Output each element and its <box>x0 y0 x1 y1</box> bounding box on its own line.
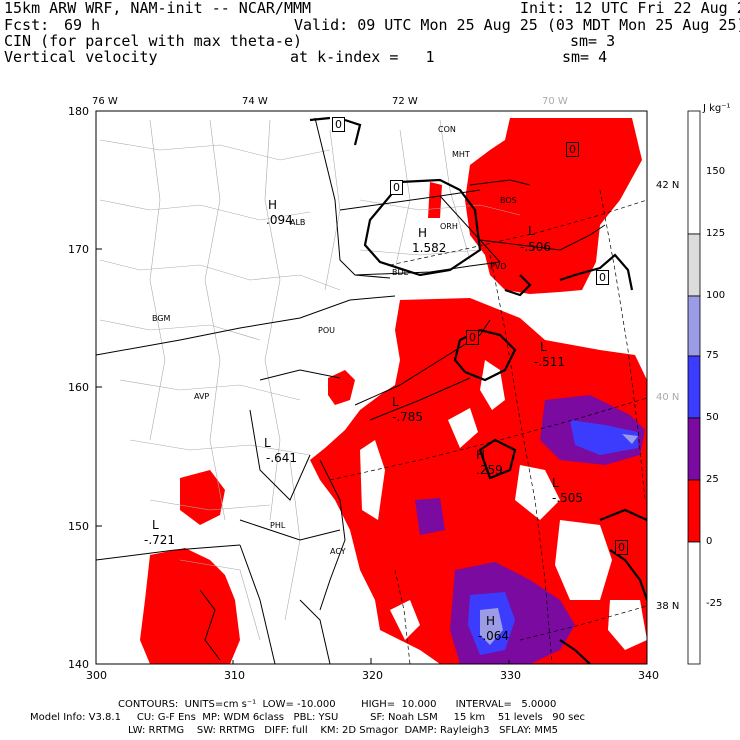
extreme-kind: H <box>268 198 278 212</box>
axis-ticks <box>95 110 648 665</box>
colorbar-swatch-top <box>687 110 701 235</box>
colorbar-level-50: 50 <box>706 412 719 423</box>
station-label: POU <box>318 326 335 335</box>
colorbar-unit: J kg⁻¹ <box>703 103 731 114</box>
colorbar-level-150: 150 <box>706 166 726 177</box>
extreme-value: -.064 <box>478 629 510 643</box>
extreme-value: -.721 <box>144 533 176 547</box>
x-tick-300: 300 <box>86 669 107 682</box>
colorbar-swatch-75 <box>687 355 701 419</box>
footer-model-info-2: LW: RRTMG SW: RRTMG DIFF: full KM: 2D Sm… <box>128 725 558 736</box>
latlon-grid <box>329 189 647 664</box>
station-label: AVP <box>194 392 210 401</box>
station-label: ACY <box>330 547 346 556</box>
y-tick-140: 140 <box>68 658 89 671</box>
colorbar-swatch-125 <box>687 233 701 297</box>
model-title: 15km ARW WRF, NAM-init -- NCAR/MMM <box>4 0 312 17</box>
y-tick-150: 150 <box>68 520 89 533</box>
field2-smoothing: sm= 4 <box>562 48 608 66</box>
lat-label-42n: 42 N <box>656 180 680 191</box>
y-tick-180: 180 <box>68 105 89 118</box>
footer-contours: CONTOURS: UNITS=cm s⁻¹ LOW= -10.000 HIGH… <box>118 699 557 710</box>
lon-label-74w: 74 W <box>242 96 268 107</box>
lat-label-40n: 40 N <box>656 392 680 403</box>
lon-label-76w: 76 W <box>92 96 118 107</box>
station-label: PVD <box>490 262 507 271</box>
county-boundaries <box>99 119 521 641</box>
station-label: BDL <box>392 268 409 277</box>
extreme-kind: H <box>486 614 496 628</box>
x-tick-310: 310 <box>224 669 245 682</box>
forecast-hour-value: 69 h <box>64 16 101 34</box>
colorbar-level-25: 25 <box>706 474 719 485</box>
field2-name: Vertical velocity <box>4 48 158 66</box>
station-label: CON <box>438 125 456 134</box>
contour-zero-label: 0 <box>566 142 579 157</box>
state-boundaries <box>96 117 606 664</box>
footer-model-info-1: Model Info: V3.8.1 CU: G-F Ens MP: WDM 6… <box>30 712 586 723</box>
cin-white-holes <box>360 360 647 650</box>
colorbar-level-100: 100 <box>706 290 726 301</box>
lat-label-38n: 38 N <box>656 601 680 612</box>
contour-zero-label: 0 <box>390 180 403 195</box>
y-tick-160: 160 <box>68 381 89 394</box>
extreme-kind: L <box>528 224 535 238</box>
colorbar-level-0: 0 <box>706 536 713 547</box>
extreme-kind: L <box>540 340 547 354</box>
extreme-value: -.785 <box>392 410 424 424</box>
x-tick-330: 330 <box>500 669 521 682</box>
init-time: Init: 12 UTC Fri 22 Aug 25 <box>520 0 740 17</box>
colorbar-swatch-25 <box>687 479 701 543</box>
lon-label-70w: 70 W <box>542 96 568 107</box>
y-tick-170: 170 <box>68 243 89 256</box>
vertical-velocity-contours <box>309 116 647 664</box>
lon-label-72w: 72 W <box>392 96 418 107</box>
extreme-kind: L <box>264 436 271 450</box>
colorbar <box>687 110 701 665</box>
contour-zero-label: 0 <box>332 117 345 132</box>
contour-zero-label: 0 <box>615 540 628 555</box>
extreme-value: -.511 <box>534 355 566 369</box>
valid-time: Valid: 09 UTC Mon 25 Aug 25 (03 MDT Mon … <box>294 16 740 34</box>
extreme-value: -.505 <box>552 491 584 505</box>
field2-level: at k-index = 1 <box>290 48 435 66</box>
forecast-hour-label: Fcst: <box>4 16 50 34</box>
station-label: MHT <box>452 150 470 159</box>
station-label: BGM <box>152 314 171 323</box>
extreme-value: -.506 <box>520 240 552 254</box>
extreme-value: 1.582 <box>412 241 447 255</box>
x-tick-320: 320 <box>362 669 383 682</box>
map-plot-area <box>96 116 647 664</box>
field1-name: CIN (for parcel with max theta-e) <box>4 32 303 50</box>
colorbar-swatch-50 <box>687 417 701 481</box>
extreme-value: -.641 <box>266 451 298 465</box>
extreme-kind: L <box>152 518 159 532</box>
extreme-kind: L <box>552 476 559 490</box>
extreme-kind: H <box>476 448 486 462</box>
station-label: PHL <box>270 521 286 530</box>
extreme-kind: L <box>392 395 399 409</box>
station-label: ALB <box>290 218 306 227</box>
station-label: BOS <box>500 196 517 205</box>
colorbar-level-neg25: -25 <box>706 598 723 609</box>
x-tick-340: 340 <box>638 669 659 682</box>
colorbar-level-125: 125 <box>706 228 726 239</box>
colorbar-swatch-100 <box>687 295 701 357</box>
station-label: ORH <box>440 222 458 231</box>
colorbar-level-75: 75 <box>706 350 719 361</box>
cin-lightblue-shading <box>480 434 638 645</box>
field1-smoothing: sm= 3 <box>570 32 616 50</box>
contour-zero-label: 0 <box>466 330 479 345</box>
colorbar-swatch-0 <box>687 541 701 665</box>
extreme-kind: H <box>418 226 428 240</box>
extreme-value: .259 <box>476 463 503 477</box>
contour-zero-label: 0 <box>596 270 609 285</box>
contour-value-label: 1 <box>350 612 358 626</box>
extreme-value: .094 <box>266 213 293 227</box>
